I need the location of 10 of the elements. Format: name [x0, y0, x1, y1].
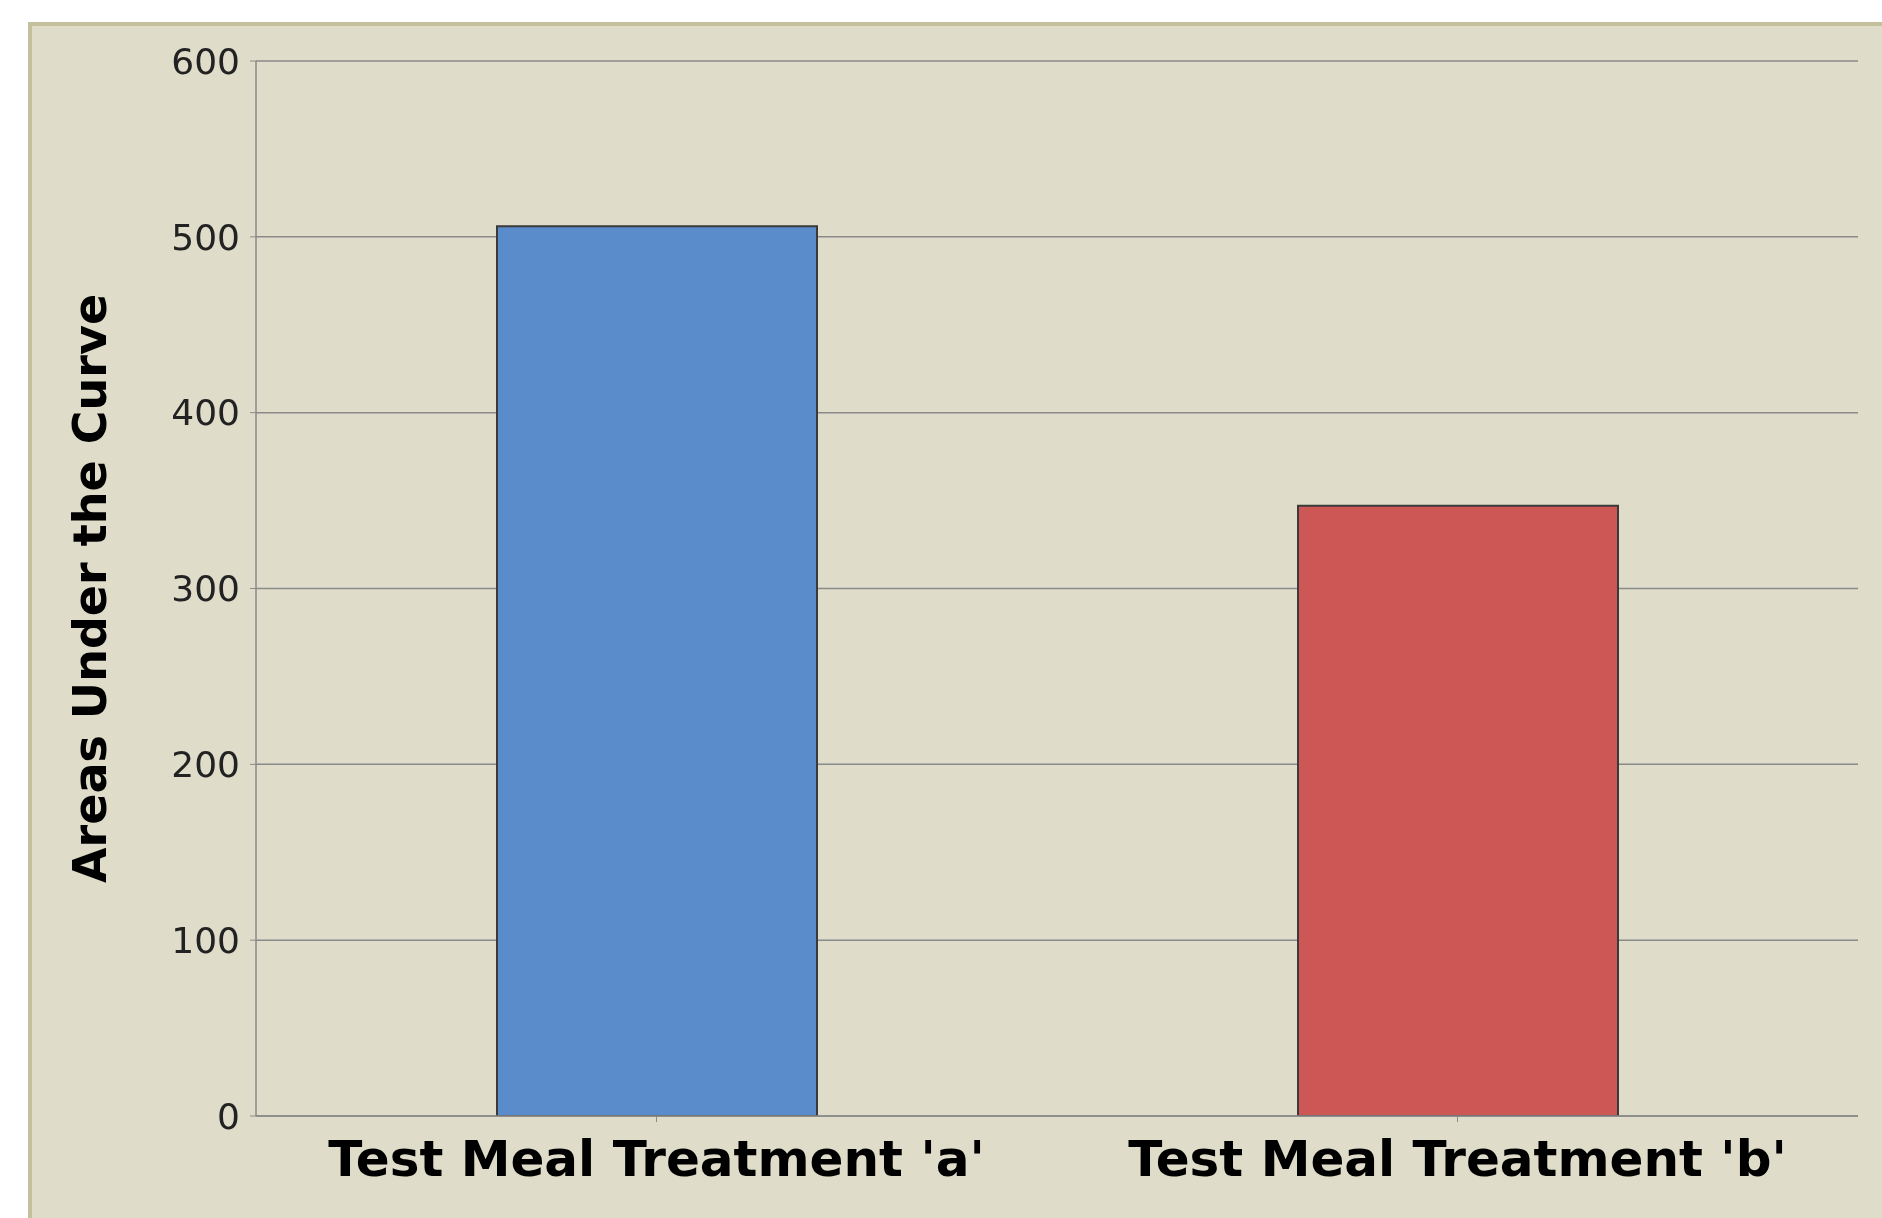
y-tick-label: 100: [171, 919, 240, 961]
y-tick-label: 300: [171, 568, 240, 610]
x-tick-label: Test Meal Treatment 'a': [328, 1129, 985, 1188]
y-tick-label: 600: [171, 40, 240, 82]
y-tick-label: 500: [171, 216, 240, 258]
y-tick-label: 0: [217, 1095, 240, 1137]
y-tick-label: 400: [171, 392, 240, 434]
y-axis-title: Areas Under the Curve: [63, 293, 118, 884]
y-tick-label: 200: [171, 744, 240, 786]
x-tick-label: Test Meal Treatment 'b': [1128, 1129, 1787, 1188]
